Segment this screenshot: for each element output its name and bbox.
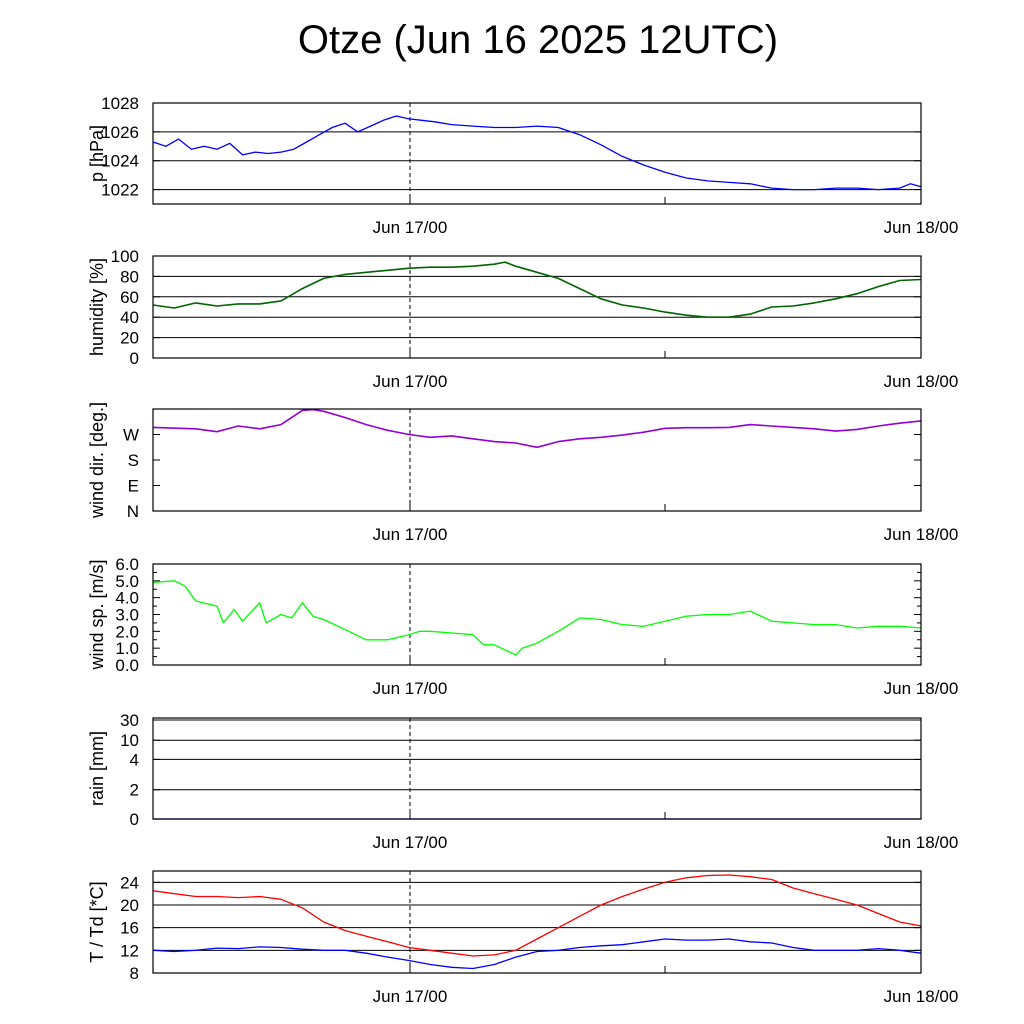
series-line-0	[152, 580, 922, 656]
y-tick-label: 0	[130, 349, 139, 368]
x-tick-label: Jun 18/00	[884, 218, 959, 237]
y-tick-label: 0.0	[115, 656, 139, 675]
x-tick-label: Jun 18/00	[884, 372, 959, 391]
y-axis-label: rain [mm]	[87, 731, 107, 806]
series-line-0	[152, 261, 922, 319]
y-tick-label: 24	[120, 873, 139, 892]
plot-frame	[152, 563, 922, 666]
plot-frame	[152, 102, 922, 205]
y-tick-label: 1022	[101, 181, 139, 200]
y-tick-label: 6.0	[115, 555, 139, 574]
y-tick-label: 2	[130, 781, 139, 800]
y-tick-label: 1024	[101, 152, 139, 171]
y-tick-label: 1026	[101, 123, 139, 142]
y-tick-label: 100	[111, 247, 139, 266]
x-tick-label: Jun 17/00	[373, 218, 448, 237]
y-tick-label: E	[128, 477, 139, 496]
y-tick-label: 20	[120, 329, 139, 348]
x-tick-label: Jun 18/00	[884, 833, 959, 852]
series-line-0	[152, 408, 922, 449]
y-tick-label: 0	[130, 810, 139, 829]
series-line-0	[152, 874, 922, 957]
y-axis-label: T / Td [*C]	[87, 881, 107, 962]
plot-frame	[152, 255, 922, 359]
y-tick-label: N	[127, 502, 139, 521]
y-tick-label: 12	[120, 941, 139, 960]
y-axis-label: wind dir. [deg.]	[87, 402, 107, 519]
panel-3: 0.01.02.03.04.05.06.0 Jun 17/00 Jun 18/00 w…	[87, 555, 958, 698]
plot-frame	[152, 717, 922, 820]
y-axis-label: wind sp. [m/s]	[87, 559, 107, 670]
y-tick-label: 4	[130, 750, 139, 769]
plot-frame	[152, 408, 922, 512]
x-tick-label: Jun 18/00	[884, 525, 959, 544]
y-tick-label: 40	[120, 308, 139, 327]
y-tick-label: 1.0	[115, 639, 139, 658]
y-tick-label: 10	[120, 731, 139, 750]
y-tick-label: 80	[120, 267, 139, 286]
y-tick-label: 4.0	[115, 589, 139, 608]
panel-5: 8 12 16 20 24 Jun 17/00 Jun 18/00 T / Td [*C]	[87, 870, 959, 1006]
y-tick-label: 20	[120, 896, 139, 915]
y-tick-label: 3.0	[115, 606, 139, 625]
panel-0: 1022 1024 1026 1028 Jun 17/00 Jun 18/00 p [hPa…	[87, 94, 958, 237]
x-tick-label: Jun 17/00	[373, 679, 448, 698]
x-tick-label: Jun 17/00	[373, 525, 448, 544]
chart-title: Otze (Jun 16 2025 12UTC)	[297, 18, 779, 62]
y-axis-label: p [hPa]	[87, 125, 107, 182]
y-tick-label: 16	[120, 919, 139, 938]
y-tick-label: W	[123, 426, 139, 445]
y-tick-label: 8	[130, 964, 139, 983]
x-tick-label: Jun 18/00	[884, 679, 959, 698]
y-tick-label: 30	[120, 711, 139, 730]
y-tick-label: 2.0	[115, 622, 139, 641]
x-tick-label: Jun 17/00	[373, 372, 448, 391]
x-tick-label: Jun 17/00	[373, 833, 448, 852]
x-tick-label: Jun 17/00	[373, 987, 448, 1006]
plot-frame	[152, 870, 922, 974]
y-axis-label: humidity [%]	[87, 258, 107, 356]
y-tick-label: 1028	[101, 94, 139, 113]
series-line-1	[152, 938, 922, 970]
y-tick-label: 60	[120, 288, 139, 307]
y-tick-label: 5.0	[115, 572, 139, 591]
y-tick-label: S	[128, 451, 139, 470]
series-line-0	[152, 115, 922, 191]
x-tick-label: Jun 18/00	[884, 987, 959, 1006]
